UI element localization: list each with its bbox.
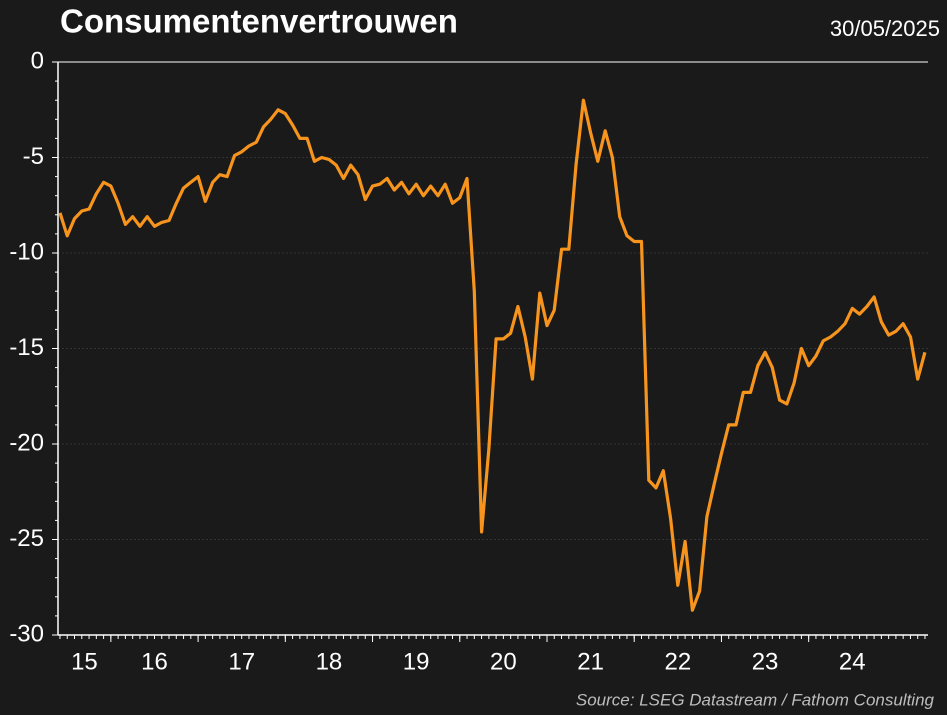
x-tick-label: 24 [839, 648, 866, 675]
y-tick-label: -30 [9, 620, 44, 647]
x-tick-label: 20 [490, 648, 517, 675]
x-tick-label: 22 [664, 648, 691, 675]
y-tick-label: -5 [23, 143, 44, 170]
y-tick-label: -20 [9, 429, 44, 456]
y-tick-label: -10 [9, 238, 44, 265]
x-tick-label: 15 [71, 648, 98, 675]
source: Source: LSEG Datastream / Fathom Consult… [576, 690, 935, 709]
chart-title: Consumentenvertrouwen [60, 3, 458, 40]
x-tick-label: 21 [577, 648, 604, 675]
x-tick-label: 18 [316, 648, 343, 675]
x-tick-label: 16 [141, 648, 168, 675]
y-tick-label: 0 [31, 47, 44, 74]
y-tick-label: -25 [9, 525, 44, 552]
x-tick-label: 19 [403, 648, 430, 675]
date: 30/05/2025 [830, 16, 940, 41]
x-tick-label: 17 [228, 648, 255, 675]
data-line [58, 98, 927, 612]
y-tick-label: -15 [9, 334, 44, 361]
x-tick-label: 23 [752, 648, 779, 675]
